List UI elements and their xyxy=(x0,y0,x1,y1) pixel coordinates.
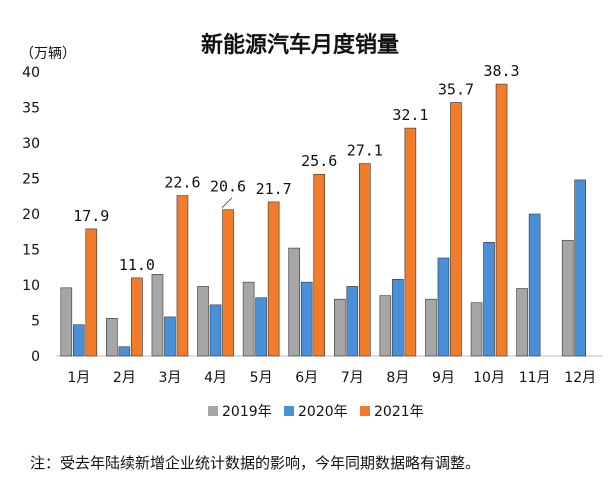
bar-2019年-9月 xyxy=(425,298,437,357)
x-tick-label: 10月 xyxy=(473,370,505,386)
bar-2020年-10月 xyxy=(483,242,495,357)
y-tick-label: 35 xyxy=(22,101,40,117)
x-tick-label: 6月 xyxy=(295,370,318,386)
y-tick-label: 40 xyxy=(22,65,40,81)
bar-2021年-3月 xyxy=(176,195,189,357)
bar-2021年-9月 xyxy=(450,102,462,357)
data-label: 11.0 xyxy=(119,256,155,274)
footnote: 注：受去年陆续新增企业统计数据的影响，今年同期数据略有调整。 xyxy=(30,454,481,472)
bar-2019年-5月 xyxy=(242,281,255,357)
bar-2020年-8月 xyxy=(392,279,404,357)
data-label: 21.7 xyxy=(256,180,292,198)
bar-2020年-12月 xyxy=(574,179,587,357)
bar-2019年-10月 xyxy=(470,302,483,357)
legend-swatch-2021年 xyxy=(360,406,370,416)
bar-2021年-10月 xyxy=(495,83,508,357)
x-tick-label: 9月 xyxy=(432,370,455,386)
bar-2020年-9月 xyxy=(437,257,450,357)
bar-2020年-7月 xyxy=(346,286,359,357)
bar-2019年-1月 xyxy=(60,287,73,357)
bar-2019年-2月 xyxy=(106,318,118,357)
y-tick-label: 20 xyxy=(22,207,40,223)
x-tick-label: 2月 xyxy=(113,370,136,386)
bar-2020年-11月 xyxy=(528,213,541,357)
bar-2021年-8月 xyxy=(404,127,417,357)
data-label: 22.6 xyxy=(164,174,200,192)
x-tick-label: 1月 xyxy=(67,370,90,386)
bar-2019年-8月 xyxy=(379,295,392,357)
y-tick-label: 15 xyxy=(22,243,40,259)
x-tick-label: 5月 xyxy=(250,370,273,386)
y-tick-label: 10 xyxy=(22,278,40,294)
bar-2021年-4月 xyxy=(222,209,234,357)
x-tick-label: 3月 xyxy=(158,370,181,386)
data-label: 25.6 xyxy=(301,152,337,170)
chart-title: 新能源汽车月度销量 xyxy=(201,32,399,58)
legend-swatch-2019年 xyxy=(208,406,218,416)
y-tick-label: 30 xyxy=(22,136,40,152)
x-tick-label: 8月 xyxy=(386,370,409,386)
bar-2019年-11月 xyxy=(516,288,528,357)
bar-2020年-4月 xyxy=(209,304,222,357)
bar-2019年-7月 xyxy=(333,298,346,357)
x-tick-label: 7月 xyxy=(341,370,364,386)
bar-2019年-12月 xyxy=(561,239,574,357)
bar-2020年-3月 xyxy=(164,316,176,357)
y-tick-label: 5 xyxy=(31,314,40,330)
legend-label: 2021年 xyxy=(374,404,424,420)
bar-2021年-6月 xyxy=(313,173,326,357)
legend-label: 2020年 xyxy=(298,404,348,420)
data-label: 38.3 xyxy=(483,62,519,80)
legend-swatch-2020年 xyxy=(284,406,294,416)
bar-2020年-1月 xyxy=(72,324,85,357)
x-tick-label: 4月 xyxy=(204,370,227,386)
bar-2021年-2月 xyxy=(131,277,143,357)
bar-2019年-6月 xyxy=(288,247,301,357)
data-label-leader-line xyxy=(221,197,233,209)
y-axis-unit-label: （万辆） xyxy=(20,46,76,62)
y-tick-label: 0 xyxy=(31,349,40,365)
bar-2020年-5月 xyxy=(255,297,267,357)
bar-2019年-4月 xyxy=(197,286,209,357)
bar-2020年-2月 xyxy=(118,346,131,357)
data-label: 32.1 xyxy=(392,106,428,124)
x-tick-label: 11月 xyxy=(519,370,551,386)
y-tick-label: 25 xyxy=(22,172,40,188)
data-label: 27.1 xyxy=(347,142,383,160)
data-label: 17.9 xyxy=(73,207,109,225)
bar-2020年-6月 xyxy=(300,281,313,357)
bar-2019年-3月 xyxy=(151,274,164,357)
data-label: 35.7 xyxy=(438,81,474,99)
bar-2021年-1月 xyxy=(85,228,98,357)
data-label: 20.6 xyxy=(210,178,246,196)
bar-2021年-5月 xyxy=(267,201,280,357)
legend-label: 2019年 xyxy=(222,404,272,420)
x-tick-label: 12月 xyxy=(564,370,596,386)
bar-2021年-7月 xyxy=(358,163,371,357)
